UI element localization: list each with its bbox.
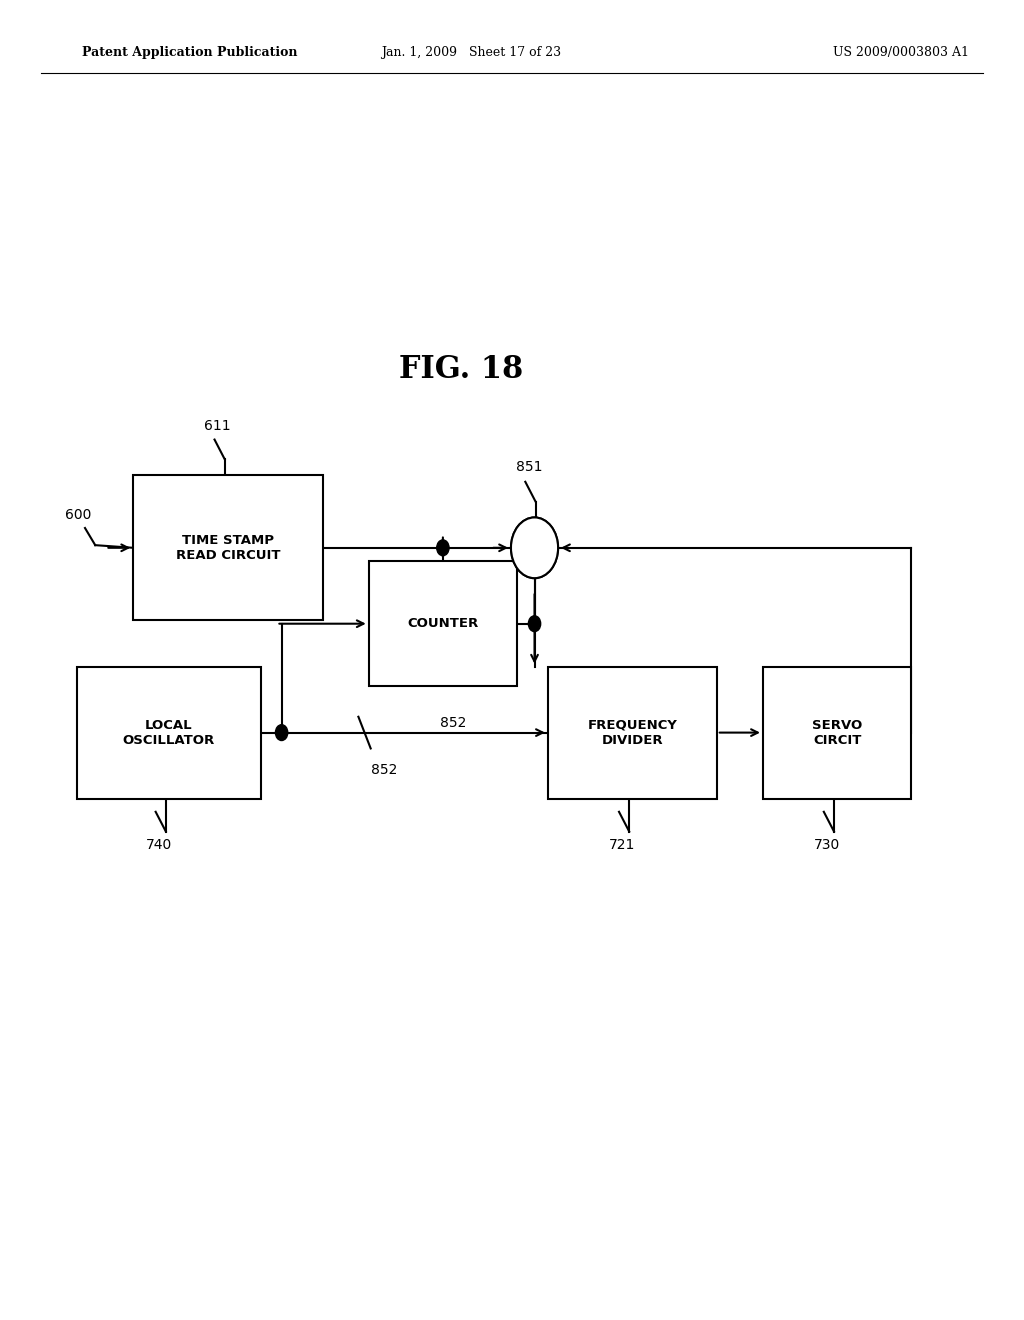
Text: 730: 730	[814, 838, 840, 851]
Text: 851: 851	[516, 461, 543, 474]
Text: 852: 852	[440, 717, 466, 730]
Text: TIME STAMP
READ CIRCUIT: TIME STAMP READ CIRCUIT	[175, 533, 281, 562]
FancyBboxPatch shape	[369, 561, 517, 686]
FancyBboxPatch shape	[77, 667, 261, 799]
Circle shape	[275, 725, 288, 741]
Circle shape	[511, 517, 558, 578]
Circle shape	[436, 540, 449, 556]
Text: SERVO
CIRCIT: SERVO CIRCIT	[812, 718, 862, 747]
FancyBboxPatch shape	[548, 667, 717, 799]
Text: LOCAL
OSCILLATOR: LOCAL OSCILLATOR	[123, 718, 215, 747]
Text: FIG. 18: FIG. 18	[398, 354, 523, 385]
Text: US 2009/0003803 A1: US 2009/0003803 A1	[834, 46, 969, 59]
FancyBboxPatch shape	[133, 475, 323, 620]
Text: 740: 740	[145, 838, 172, 851]
Text: 600: 600	[65, 508, 91, 521]
Text: FREQUENCY
DIVIDER: FREQUENCY DIVIDER	[588, 718, 677, 747]
Text: Patent Application Publication: Patent Application Publication	[82, 46, 297, 59]
Text: 852: 852	[371, 763, 397, 776]
Text: 611: 611	[204, 420, 231, 433]
Circle shape	[511, 517, 558, 578]
Text: 721: 721	[609, 838, 635, 851]
Text: Jan. 1, 2009   Sheet 17 of 23: Jan. 1, 2009 Sheet 17 of 23	[381, 46, 561, 59]
Text: COUNTER: COUNTER	[408, 618, 478, 630]
Circle shape	[528, 615, 541, 632]
FancyBboxPatch shape	[763, 667, 911, 799]
